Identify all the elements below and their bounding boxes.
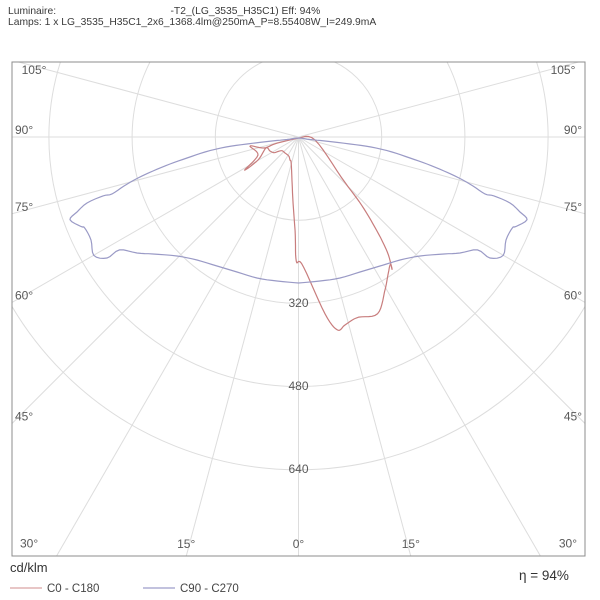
svg-text:C0 - C180: C0 - C180 xyxy=(47,583,99,595)
svg-text:cd/klm: cd/klm xyxy=(10,560,48,575)
svg-text:C90 - C270: C90 - C270 xyxy=(180,583,239,595)
svg-text:η = 94%: η = 94% xyxy=(519,568,569,583)
